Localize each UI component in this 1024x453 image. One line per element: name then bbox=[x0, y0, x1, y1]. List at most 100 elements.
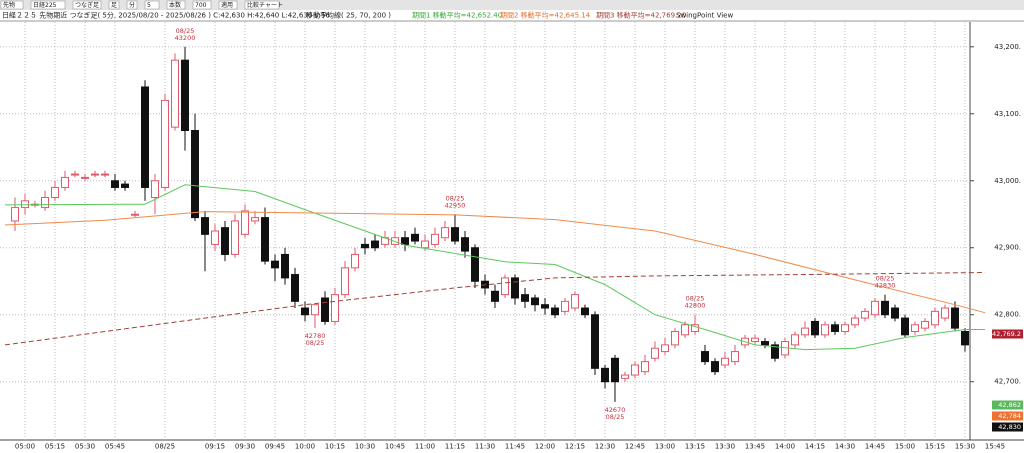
info: 日経２２５ 先物期近 つなぎ足( 5分, 2025/08/20 - 2025/0… bbox=[2, 11, 330, 20]
price-box-label: 42,769.2 bbox=[992, 330, 1021, 338]
price-box bbox=[992, 329, 1023, 339]
candle-body bbox=[421, 240, 429, 249]
candle-body bbox=[501, 277, 509, 296]
candle-body bbox=[471, 247, 479, 282]
candle-body bbox=[511, 277, 519, 299]
candle-body bbox=[801, 327, 809, 336]
x-tick-label: 13:00 bbox=[655, 443, 675, 451]
toolbar-label: 分 bbox=[129, 1, 135, 9]
x-tick-label: 14:15 bbox=[805, 443, 825, 451]
x-tick-label: 05:30 bbox=[75, 443, 95, 451]
toolbar-label: 先物 bbox=[3, 1, 15, 9]
candle-body bbox=[771, 344, 779, 359]
candle-body bbox=[661, 344, 669, 353]
swing-label: 43200 bbox=[175, 34, 196, 42]
toolbar-field bbox=[126, 0, 138, 10]
swing-label: 08/25 bbox=[606, 413, 625, 421]
x-tick-label: 09:15 bbox=[205, 443, 225, 451]
candle-body bbox=[221, 227, 229, 255]
x-tick-label: 12:00 bbox=[535, 443, 555, 451]
candle-body bbox=[491, 290, 499, 302]
candle-body bbox=[701, 351, 709, 363]
candle-body bbox=[281, 253, 289, 279]
y-tick-label: 43,000. bbox=[994, 177, 1021, 185]
candle-body bbox=[831, 324, 839, 332]
toolbar-label: 本数 bbox=[169, 1, 181, 9]
price-box bbox=[992, 400, 1023, 410]
price-box-label: 42,784 bbox=[998, 412, 1021, 420]
candle-body bbox=[51, 186, 59, 199]
moving-average bbox=[4, 272, 986, 346]
candle-body bbox=[351, 253, 359, 269]
candle-body bbox=[21, 200, 29, 209]
x-tick-label: 11:15 bbox=[445, 443, 465, 451]
toolbar-label: 足 bbox=[111, 2, 117, 9]
swing-label: 42780 bbox=[305, 332, 326, 340]
candle-body bbox=[911, 324, 919, 332]
candle-body bbox=[291, 274, 299, 302]
candle-body bbox=[941, 307, 949, 319]
candle-body bbox=[141, 86, 149, 188]
x-tick-label: 10:30 bbox=[355, 443, 375, 451]
candle-body bbox=[201, 217, 209, 235]
x-tick-label: 15:45 bbox=[985, 443, 1005, 451]
candle-body bbox=[131, 213, 139, 216]
candle-body bbox=[821, 324, 829, 336]
toolbar-field bbox=[30, 0, 66, 10]
x-tick-label: 12:30 bbox=[595, 443, 615, 451]
candle-body bbox=[901, 317, 909, 336]
swing: SwingPoint View bbox=[676, 12, 733, 20]
candle-body bbox=[261, 217, 269, 262]
candle-body bbox=[611, 357, 619, 383]
swing-label: 08/25 bbox=[876, 275, 895, 283]
candle-body bbox=[91, 173, 99, 176]
ma3: 期間3 移動平均=42,769.20 bbox=[596, 11, 686, 20]
candle-body bbox=[731, 351, 739, 363]
y-tick-label: 42,700. bbox=[994, 378, 1021, 386]
candle-body bbox=[651, 347, 659, 359]
candle-body bbox=[721, 357, 729, 366]
y-tick-label: 43,200. bbox=[994, 43, 1021, 51]
candle-body bbox=[331, 294, 339, 322]
candle-body bbox=[81, 176, 89, 179]
x-tick-label: 15:15 bbox=[925, 443, 945, 451]
ma-title: 移動平均線( 25, 70, 200 ) bbox=[306, 11, 391, 20]
toolbar-label: 700 bbox=[195, 2, 207, 9]
candle-body bbox=[441, 227, 449, 239]
x-tick-label: 14:00 bbox=[775, 443, 795, 451]
candle-body bbox=[541, 304, 549, 309]
candle-body bbox=[411, 233, 419, 242]
x-tick-label: 09:45 bbox=[265, 443, 285, 451]
toolbar-field bbox=[144, 0, 160, 10]
swing-label: 08/25 bbox=[446, 194, 465, 202]
candle-body bbox=[431, 233, 439, 245]
toolbar-field bbox=[0, 0, 24, 10]
x-tick-label: 12:45 bbox=[625, 443, 645, 451]
x-tick-label: 15:30 bbox=[955, 443, 975, 451]
moving-average bbox=[4, 184, 985, 351]
candle-body bbox=[951, 307, 959, 329]
candle-body bbox=[811, 320, 819, 336]
candle-body bbox=[711, 361, 719, 373]
swing-label: 08/25 bbox=[686, 295, 705, 303]
toolbar-field bbox=[108, 0, 120, 10]
x-tick-label: 05:45 bbox=[105, 443, 125, 451]
x-tick-label: 13:30 bbox=[715, 443, 735, 451]
toolbar-label: つなぎ足 bbox=[75, 1, 99, 9]
swing-label: 08/25 bbox=[176, 27, 195, 35]
candle-body bbox=[461, 237, 469, 252]
swing-label: 42670 bbox=[605, 406, 626, 414]
candle-body bbox=[591, 314, 599, 369]
x-tick-label: 08/25 bbox=[155, 443, 175, 451]
candle-body bbox=[841, 324, 849, 332]
candle-body bbox=[601, 367, 609, 383]
toolbar-field bbox=[218, 0, 238, 10]
candle-body bbox=[671, 330, 679, 346]
toolbar-label: 適用 bbox=[221, 1, 233, 9]
x-tick-label: 11:00 bbox=[415, 443, 435, 451]
candle-body bbox=[851, 317, 859, 326]
swing-label: 42800 bbox=[685, 302, 706, 310]
candle-body bbox=[871, 300, 879, 316]
candle-body bbox=[321, 297, 329, 322]
x-tick-label: 10:00 bbox=[295, 443, 315, 451]
